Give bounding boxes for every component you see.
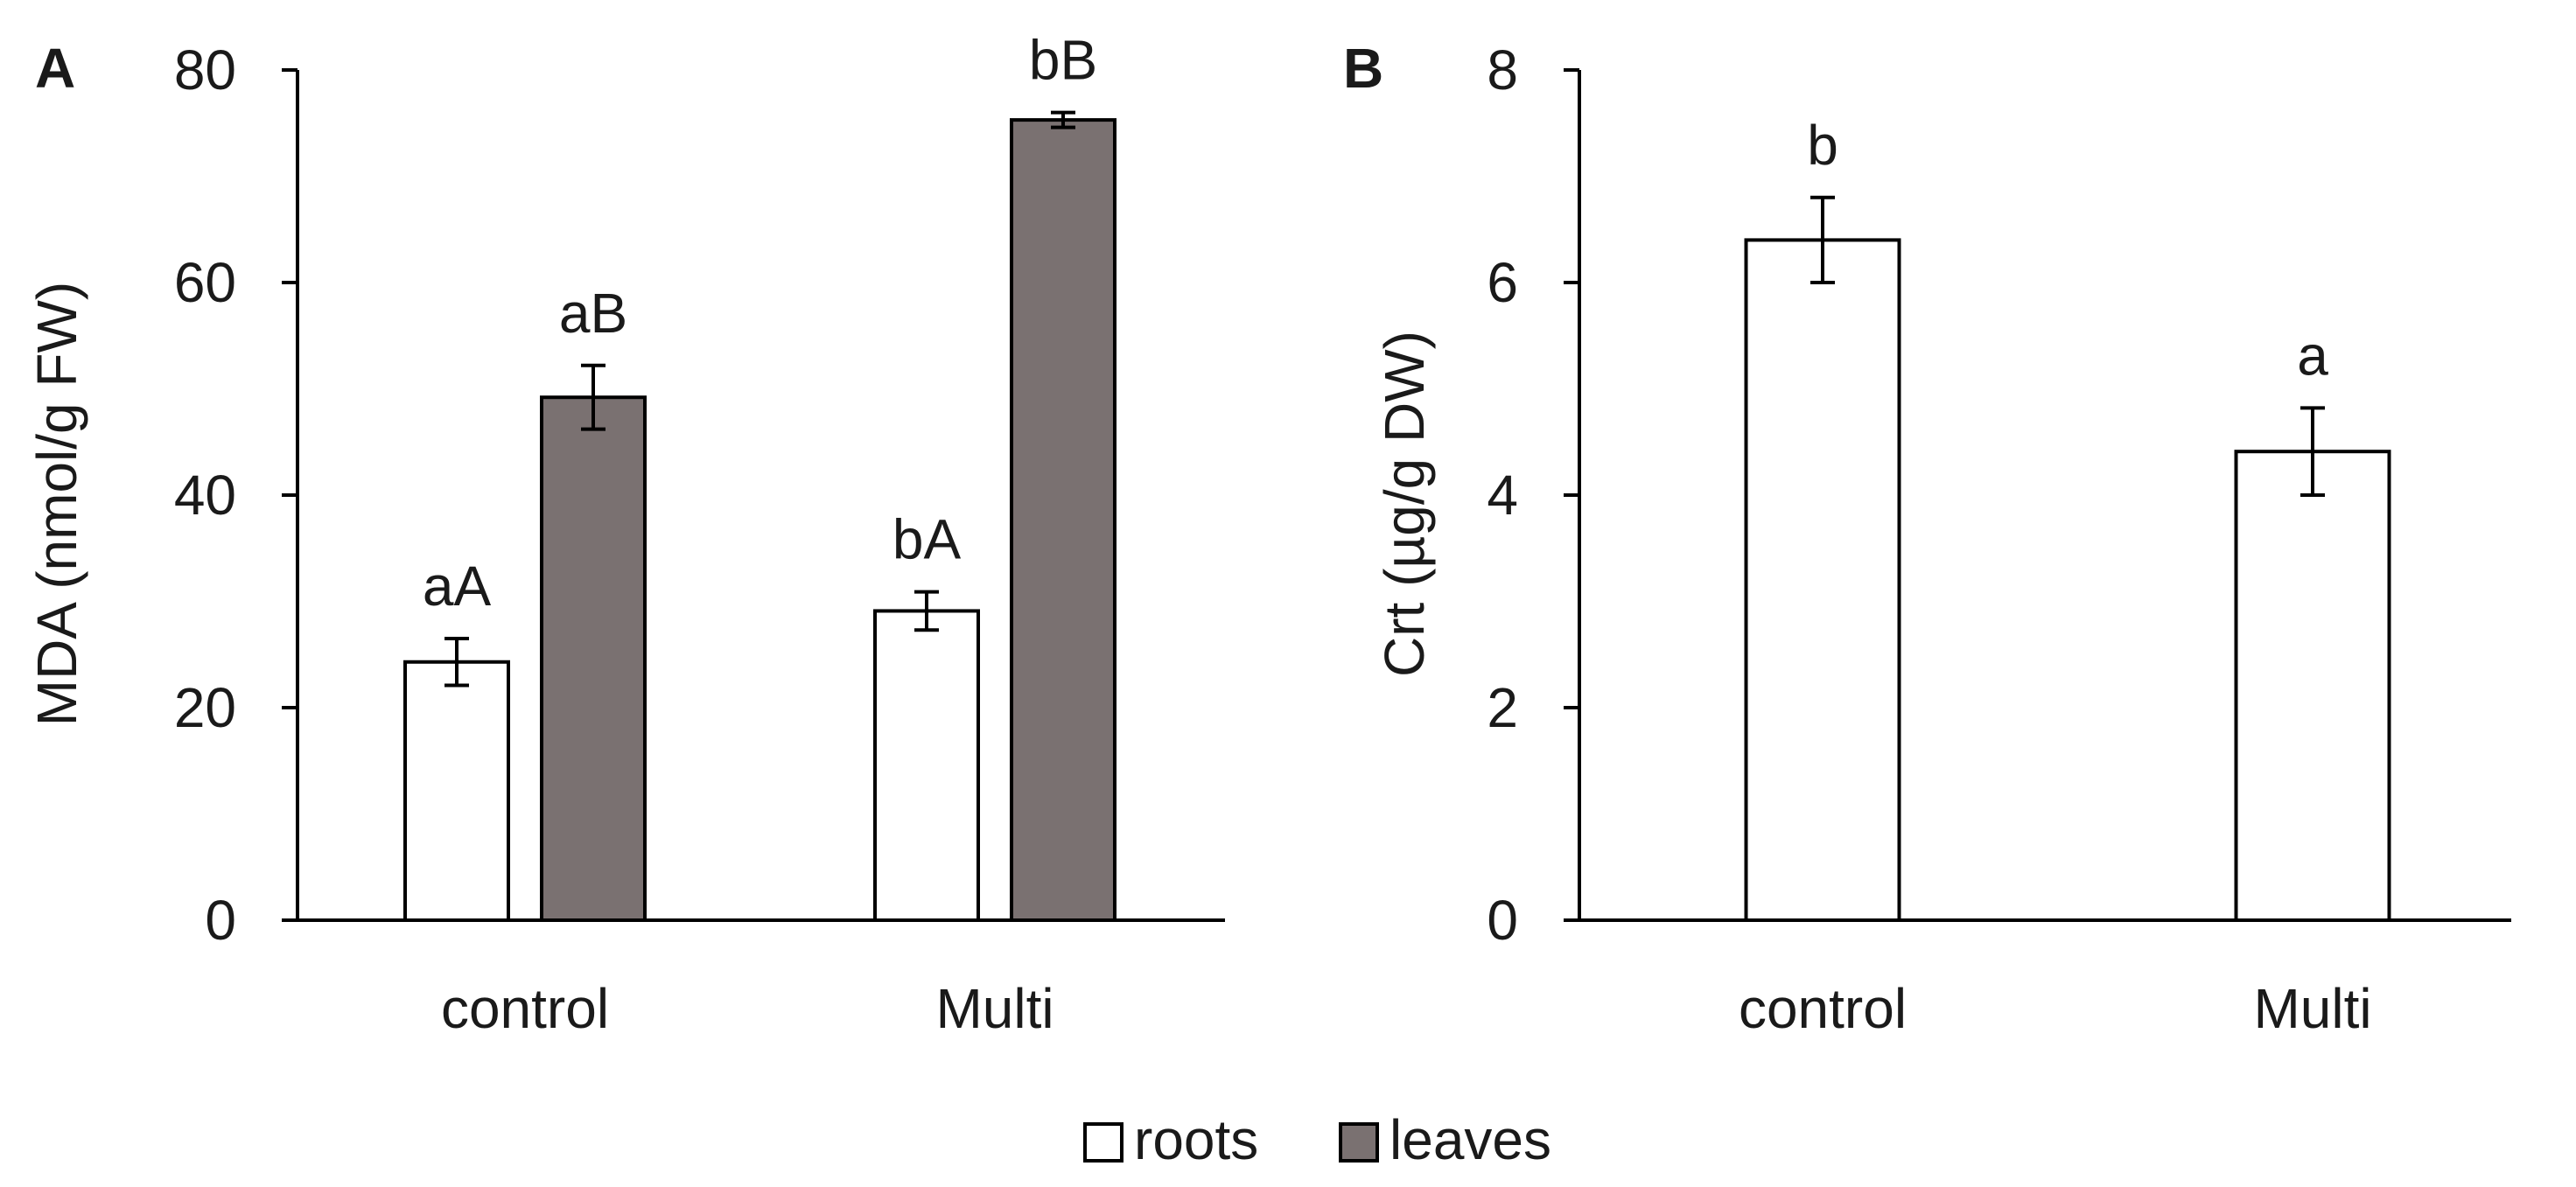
y-tick-label: 0: [205, 889, 236, 952]
significance-label: aB: [559, 282, 627, 345]
legend: roots leaves: [1083, 1108, 1551, 1171]
significance-label: a: [2297, 324, 2328, 387]
bar: [1744, 238, 1901, 922]
significance-label: bA: [892, 508, 962, 571]
y-tick-label: 4: [1487, 464, 1518, 527]
panel-label: B: [1343, 37, 1383, 100]
significance-label: bB: [1029, 29, 1097, 92]
x-tick-label: control: [441, 977, 609, 1040]
panel-label: A: [35, 37, 75, 100]
y-axis-title: MDA (nmol/g FW): [25, 282, 88, 726]
y-tick-label: 6: [1487, 251, 1518, 314]
chart-panel-a: A 0 20 40 60 80 MDA (nmol/g FW) control Multi aA b…: [25, 29, 1225, 1040]
chart-panel-b: B 0 2 4 6 8 Crt (µg/g DW) control Multi b a: [1343, 37, 2511, 1040]
y-tick-label: 8: [1487, 38, 1518, 101]
y-tick-label: 80: [174, 38, 236, 101]
y-tick-label: 2: [1487, 676, 1518, 739]
y-tick-label: 0: [1487, 889, 1518, 952]
y-tick-label: 60: [174, 251, 236, 314]
legend-label: roots: [1134, 1108, 1258, 1171]
legend-label: leaves: [1390, 1108, 1551, 1171]
bar: [873, 609, 980, 922]
y-tick-label: 20: [174, 676, 236, 739]
significance-label: b: [1807, 114, 1838, 177]
x-tick-label: Multi: [2253, 977, 2371, 1040]
legend-swatch: [1339, 1122, 1379, 1163]
legend-swatch: [1083, 1122, 1124, 1163]
bar: [2234, 450, 2391, 922]
bar: [403, 660, 510, 922]
y-tick-label: 40: [174, 464, 236, 527]
y-axis-title: Crt (µg/g DW): [1373, 331, 1436, 677]
x-tick-label: control: [1739, 977, 1907, 1040]
bar: [1010, 118, 1116, 923]
x-tick-label: Multi: [935, 977, 1054, 1040]
significance-label: aA: [423, 555, 492, 618]
bar: [540, 395, 647, 923]
